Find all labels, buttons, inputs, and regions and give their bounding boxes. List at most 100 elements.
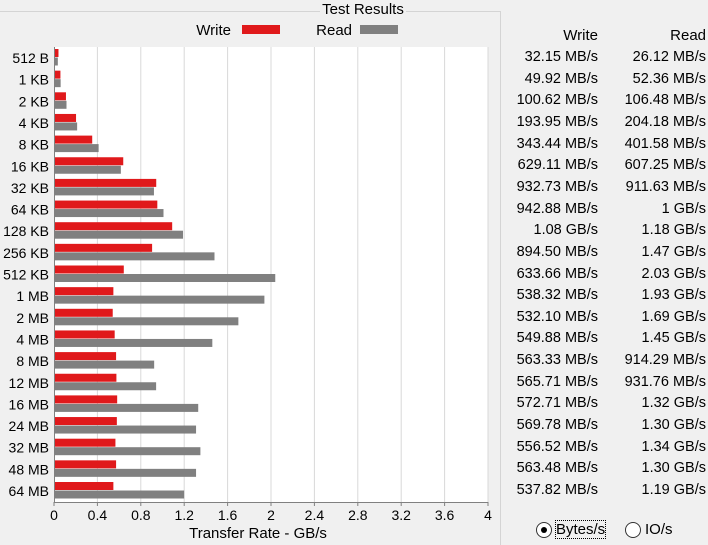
write-rate-cell: 100.62 MB/s <box>516 92 598 109</box>
bar-write <box>55 200 158 209</box>
x-tick-label: 2.8 <box>348 507 368 523</box>
bar-read <box>55 360 155 369</box>
category-label: 1 MB <box>16 288 49 304</box>
write-rate-cell: 549.88 MB/s <box>516 330 598 347</box>
radio-unchecked-icon <box>625 521 641 538</box>
results-row: 538.32 MB/s 1.93 GB/s <box>500 287 708 307</box>
bar-read <box>55 468 197 477</box>
read-rate-cell: 1.47 GB/s <box>641 243 706 260</box>
results-row: 563.33 MB/s 914.29 MB/s <box>500 352 708 372</box>
bytes-per-second-radio[interactable]: Bytes/s <box>536 520 607 539</box>
write-rate-cell: 894.50 MB/s <box>516 243 598 260</box>
category-label: 4 MB <box>16 331 49 347</box>
write-rate-cell: 1.08 GB/s <box>533 222 598 239</box>
x-tick-label: 0.4 <box>88 507 108 523</box>
radio-checked-icon <box>536 521 552 538</box>
bar-write <box>55 157 124 166</box>
results-row: 563.48 MB/s 1.30 GB/s <box>500 460 708 480</box>
frame-border-top <box>0 11 500 12</box>
results-row: 32.15 MB/s 26.12 MB/s <box>500 49 708 69</box>
category-label: 8 MB <box>16 353 49 369</box>
category-label: 512 KB <box>3 267 49 283</box>
results-row: 633.66 MB/s 2.03 GB/s <box>500 266 708 286</box>
results-row: 556.52 MB/s 1.34 GB/s <box>500 439 708 459</box>
category-label: 1 KB <box>19 72 49 88</box>
results-row: 942.88 MB/s 1 GB/s <box>500 201 708 221</box>
bar-write <box>55 373 117 382</box>
read-rate-cell: 1.45 GB/s <box>641 330 706 347</box>
write-rate-cell: 572.71 MB/s <box>516 395 598 412</box>
bar-write <box>55 49 59 57</box>
bar-write <box>55 395 118 404</box>
x-tick-label: 0 <box>50 507 58 523</box>
read-rate-cell: 204.18 MB/s <box>624 113 706 130</box>
write-rate-cell: 633.66 MB/s <box>516 265 598 282</box>
legend: Write Read <box>196 22 398 39</box>
legend-read-label: Read <box>316 22 352 39</box>
category-label: 2 KB <box>19 93 49 109</box>
bar-read <box>55 425 197 434</box>
x-tick-label: 1.2 <box>174 507 194 523</box>
read-rate-cell: 1.30 GB/s <box>641 460 706 477</box>
results-row: 572.71 MB/s 1.32 GB/s <box>500 395 708 415</box>
results-row: 932.73 MB/s 911.63 MB/s <box>500 179 708 199</box>
bar-write <box>55 113 77 122</box>
bar-read <box>55 274 276 282</box>
bar-write <box>55 460 117 469</box>
legend-write-label: Write <box>196 22 231 39</box>
category-label: 48 MB <box>9 461 49 477</box>
bar-read <box>55 382 157 391</box>
write-rate-cell: 32.15 MB/s <box>524 49 598 65</box>
read-rate-cell: 2.03 GB/s <box>641 265 706 282</box>
category-labels: 512 B 1 KB 2 KB 4 KB 8 KB 16 KB 32 KB 64 KB 128 … <box>3 50 49 499</box>
x-axis-label: Transfer Rate - GB/s <box>189 525 327 542</box>
bar-write <box>55 287 114 296</box>
bars <box>55 49 276 499</box>
read-rate-cell: 607.25 MB/s <box>624 157 706 174</box>
read-rate-cell: 1.19 GB/s <box>641 482 706 498</box>
category-label: 256 KB <box>3 245 49 261</box>
category-label: 32 KB <box>11 180 49 196</box>
chart-title: Test Results <box>320 1 406 18</box>
frame-border-right <box>500 11 501 545</box>
write-rate-cell: 565.71 MB/s <box>516 373 598 390</box>
read-rate-cell: 931.76 MB/s <box>624 373 706 390</box>
x-tick-label: 1.6 <box>218 507 238 523</box>
io-per-second-radio[interactable]: IO/s <box>625 521 673 538</box>
read-rate-cell: 1.18 GB/s <box>641 222 706 239</box>
read-rate-cell: 1.34 GB/s <box>641 438 706 455</box>
bar-write <box>55 352 117 361</box>
results-row: 343.44 MB/s 401.58 MB/s <box>500 136 708 156</box>
category-label: 64 KB <box>11 202 49 218</box>
category-label: 32 MB <box>9 440 49 456</box>
write-rate-cell: 556.52 MB/s <box>516 438 598 455</box>
bar-read <box>55 144 99 153</box>
results-row: 565.71 MB/s 931.76 MB/s <box>500 374 708 394</box>
bar-write <box>55 70 61 79</box>
bar-write <box>55 135 93 144</box>
write-rate-cell: 537.82 MB/s <box>516 482 598 498</box>
category-label: 16 KB <box>11 158 49 174</box>
read-rate-cell: 26.12 MB/s <box>632 49 706 65</box>
write-rate-cell: 569.78 MB/s <box>516 417 598 434</box>
bar-write <box>55 222 173 231</box>
read-rate-cell: 1.30 GB/s <box>641 417 706 434</box>
results-row: 1.08 GB/s 1.18 GB/s <box>500 222 708 242</box>
bar-read <box>55 317 239 326</box>
category-label: 12 MB <box>9 375 49 391</box>
read-rate-cell: 1 GB/s <box>661 200 706 217</box>
bytes-per-second-label: Bytes/s <box>554 520 607 539</box>
bar-read <box>55 100 67 109</box>
write-rate-cell: 629.11 MB/s <box>517 157 598 174</box>
bar-write <box>55 265 124 274</box>
bar-read <box>55 490 185 499</box>
results-row: 49.92 MB/s 52.36 MB/s <box>500 71 708 91</box>
results-row: 100.62 MB/s 106.48 MB/s <box>500 92 708 112</box>
results-row: 894.50 MB/s 1.47 GB/s <box>500 244 708 264</box>
write-rate-cell: 563.48 MB/s <box>516 460 598 477</box>
category-label: 8 KB <box>19 137 49 153</box>
results-row: 569.78 MB/s 1.30 GB/s <box>500 417 708 437</box>
category-label: 4 KB <box>19 115 49 131</box>
results-row: 629.11 MB/s 607.25 MB/s <box>500 157 708 177</box>
category-label: 16 MB <box>9 396 49 412</box>
